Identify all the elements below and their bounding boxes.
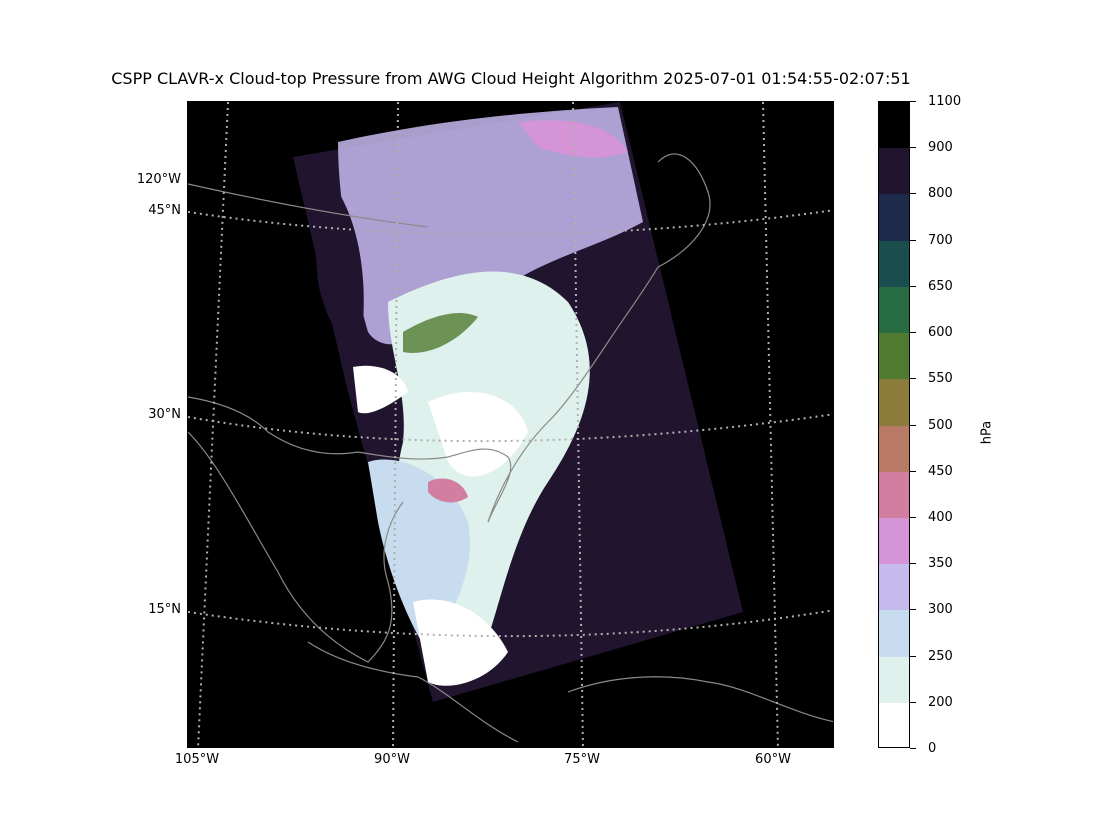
colorbar-tick [910,147,916,148]
colorbar-tick-label: 350 [928,556,953,571]
colorbar-tick [910,702,916,703]
colorbar-tick-label: 800 [928,186,953,201]
colorbar-tick-label: 200 [928,695,953,710]
colorbar-tick [910,609,916,610]
colorbar-segment [879,194,909,242]
lon-label-105w: 105°W [174,752,220,767]
lat-label-30n: 30°N [148,407,181,422]
colorbar-tick [910,656,916,657]
colorbar-tick [910,471,916,472]
colorbar-segment [879,148,909,195]
map-canvas [188,102,833,747]
colorbar-tick-label: 1100 [928,94,962,109]
map-panel [187,101,834,748]
lon-label-90w: 90°W [374,752,410,767]
cloud-region-north [338,107,643,345]
colorbar-segment [879,517,909,565]
colorbar-tick-label: 550 [928,371,953,386]
colorbar-tick-label: 500 [928,418,953,433]
colorbar-segment [879,333,909,380]
colorbar-tick [910,378,916,379]
cloud-region-white-wedge [353,365,408,414]
colorbar-segment [879,379,909,426]
colorbar-tick [910,332,916,333]
lat-label-120w: 120°W [136,172,181,187]
colorbar-tick [910,425,916,426]
coastlines [188,153,833,743]
colorbar-tick-label: 250 [928,649,953,664]
colorbar-tick-label: 650 [928,279,953,294]
colorbar [878,101,910,748]
colorbar-segment [879,656,909,704]
colorbar-segment [879,286,909,334]
colorbar-tick [910,563,916,564]
lat-label-15n: 15°N [148,602,181,617]
colorbar-segment [879,702,909,747]
colorbar-tick [910,748,916,749]
colorbar-segment [879,471,909,519]
colorbar-tick [910,193,916,194]
colorbar-segment [879,425,909,473]
figure-title: CSPP CLAVR-x Cloud-top Pressure from AWG… [111,69,911,88]
lon-label-60w: 60°W [755,752,791,767]
colorbar-segment [879,564,909,611]
colorbar-tick-label: 300 [928,602,953,617]
colorbar-unit-label: hPa [979,420,995,445]
colorbar-tick [910,517,916,518]
colorbar-tick-label: 600 [928,325,953,340]
graticule [188,102,833,747]
colorbar-segment [879,102,909,149]
colorbar-segment [879,240,909,288]
lon-label-75w: 75°W [564,752,600,767]
cloud-region-rose [428,478,468,503]
colorbar-tick [910,101,916,102]
lat-label-45n: 45°N [148,203,181,218]
colorbar-tick [910,240,916,241]
colorbar-tick [910,286,916,287]
cloud-region-southwhite [413,599,508,686]
colorbar-tick-label: 900 [928,140,953,155]
colorbar-segment [879,610,909,658]
cloud-region-green [403,312,478,353]
colorbar-tick-label: 0 [928,741,937,756]
colorbar-tick-label: 400 [928,510,953,525]
colorbar-tick-label: 450 [928,464,953,479]
cloud-region-dark-west [308,162,364,337]
colorbar-tick-label: 700 [928,233,953,248]
